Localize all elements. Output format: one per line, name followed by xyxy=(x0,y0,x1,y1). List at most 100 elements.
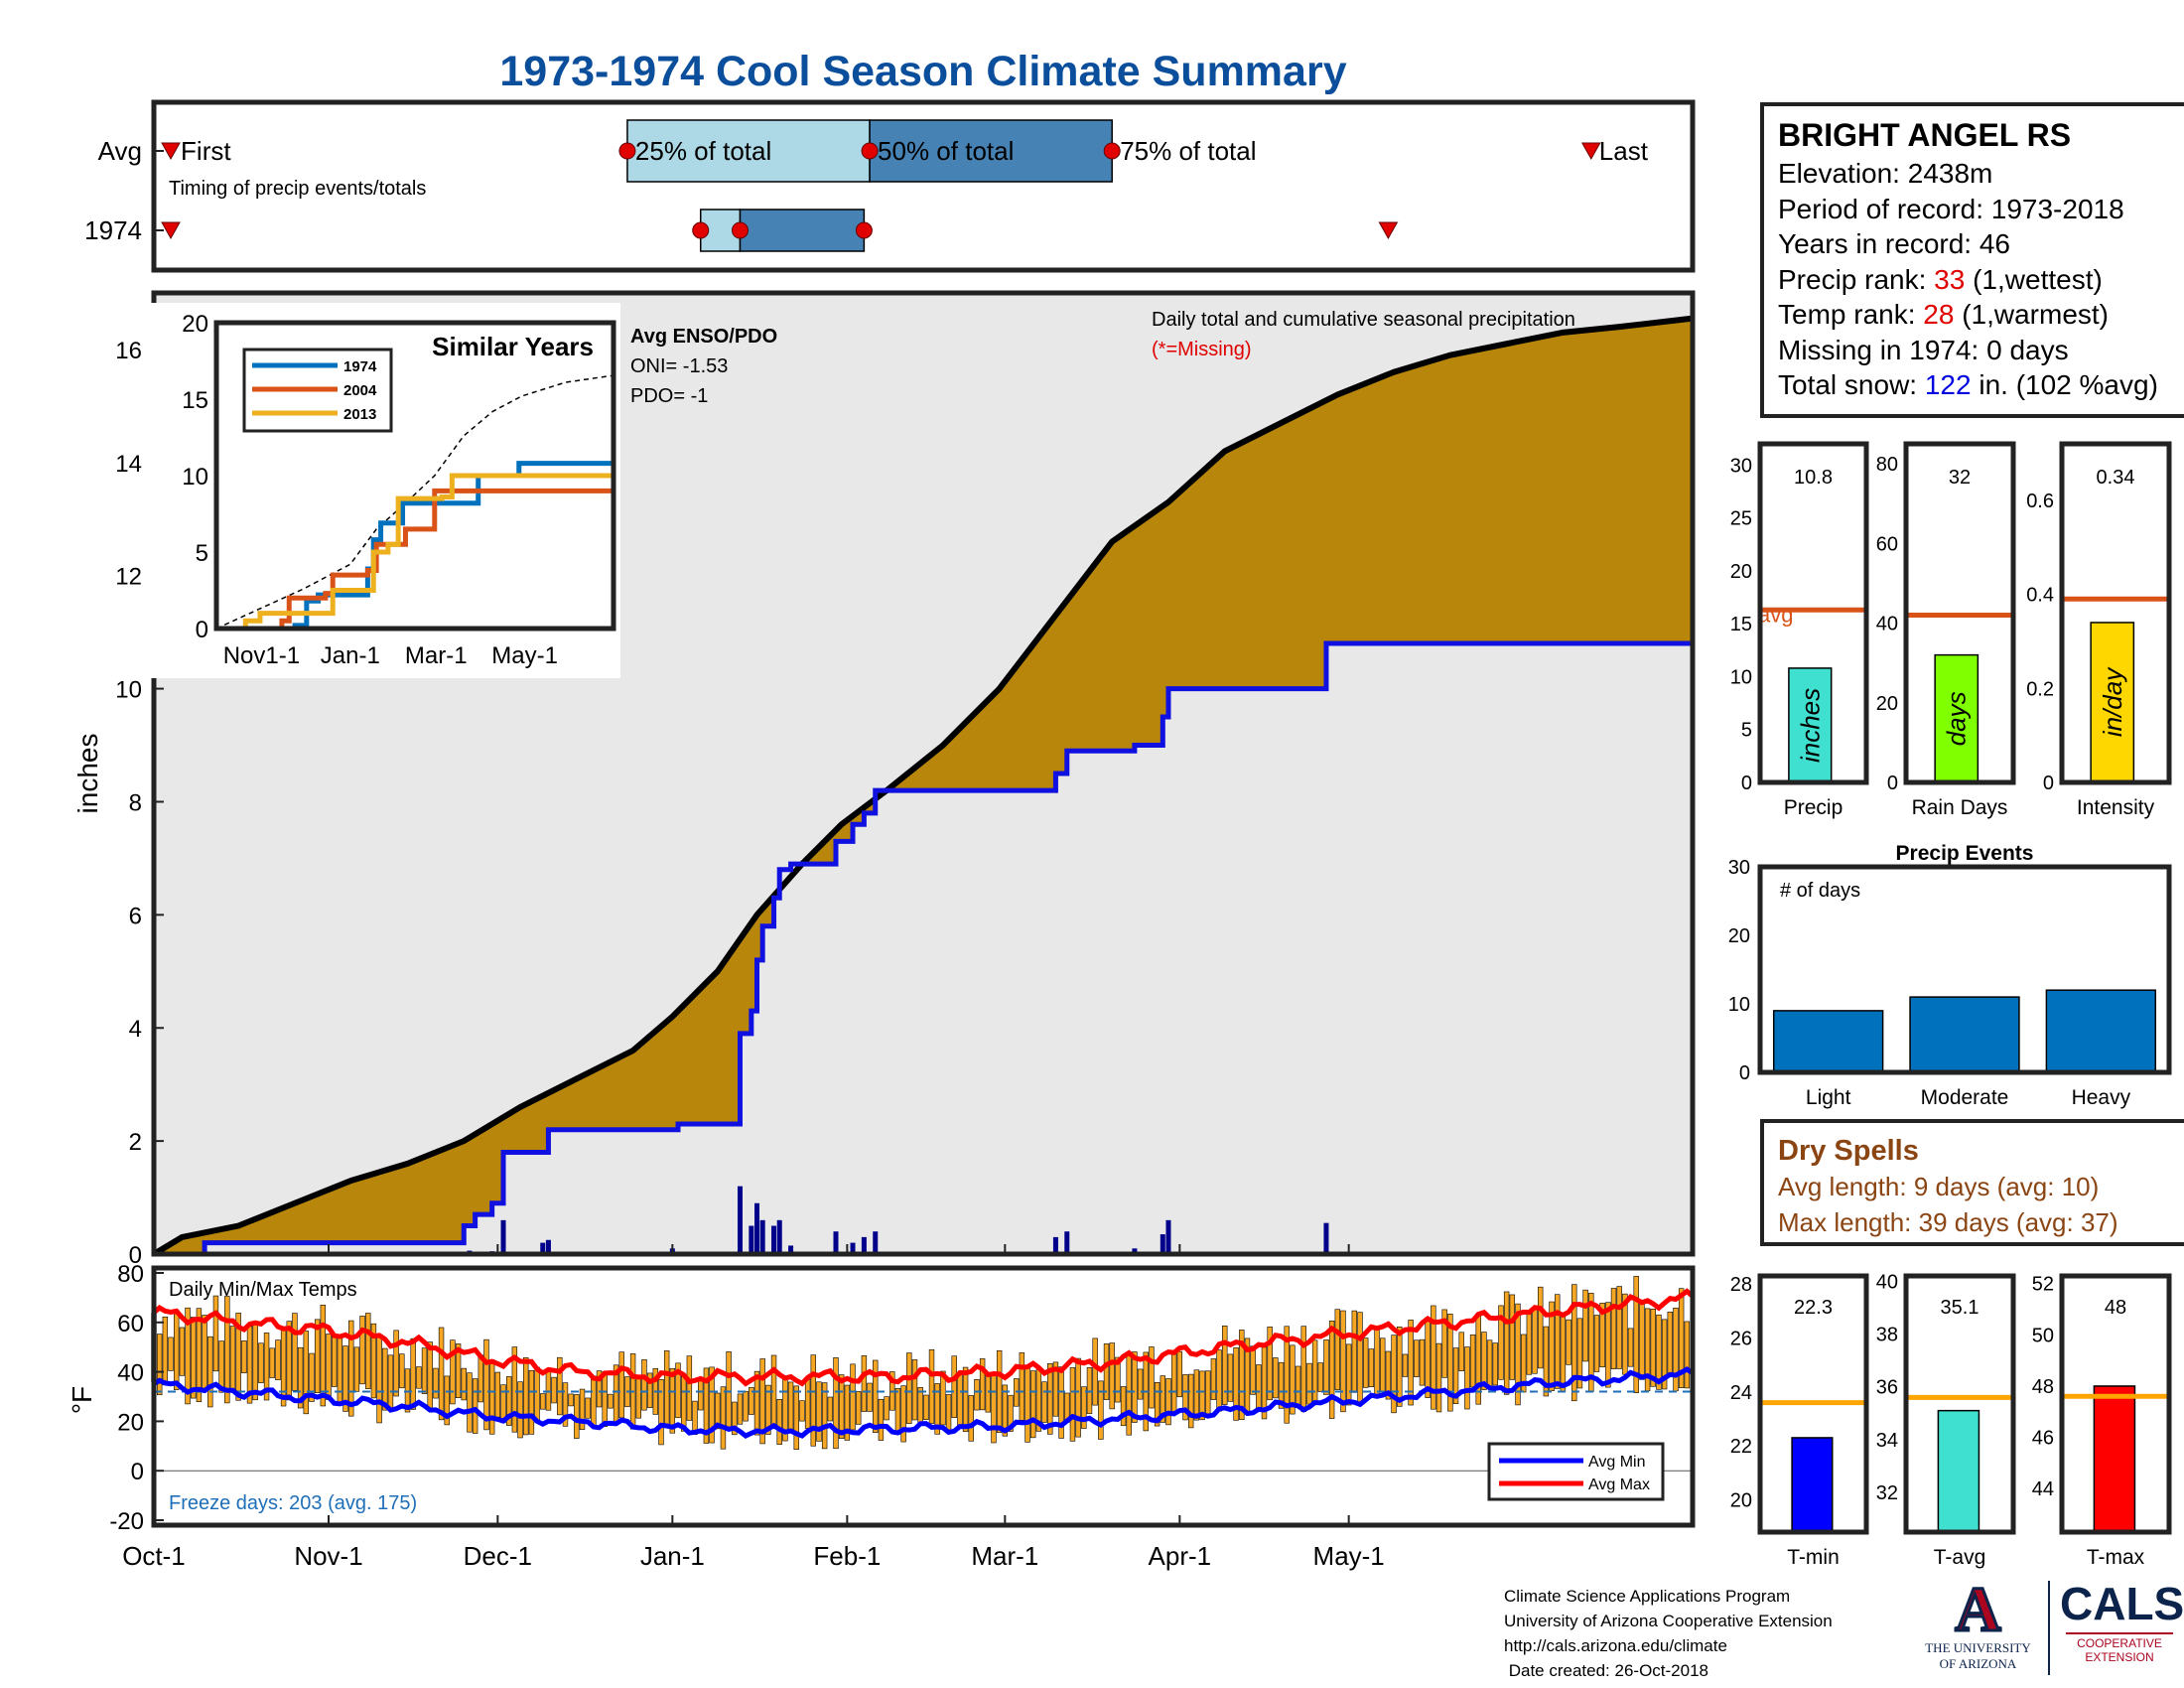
cals-wordmark: CALS xyxy=(2060,1578,2184,1629)
daily-temp-bar xyxy=(906,1352,912,1424)
inset-y-tick: 0 xyxy=(196,617,208,643)
daily-temp-bar xyxy=(1069,1367,1076,1442)
daily-temp-bar xyxy=(1486,1339,1493,1389)
daily-temp-bar xyxy=(1132,1351,1138,1423)
daily-temp-bar xyxy=(591,1375,597,1428)
daily-temp-bar xyxy=(1284,1326,1290,1424)
seasonal-y-tick: 0 xyxy=(1741,773,1752,794)
footer: Climate Science Applications Program Uni… xyxy=(1504,1584,1833,1683)
avg-max-line xyxy=(152,1288,1695,1387)
avg-q1-box xyxy=(626,119,871,183)
seasonal-category: Precip xyxy=(1784,796,1843,819)
daily-temp-bar xyxy=(174,1310,180,1390)
daily-temp-bar xyxy=(207,1336,213,1408)
daily-temp-bar xyxy=(1380,1337,1386,1393)
temp-rank: Temp rank: 28 (1,warmest) xyxy=(1778,299,2110,330)
daily-temp-bar xyxy=(1137,1368,1144,1400)
daily-temp-bar xyxy=(873,1359,879,1433)
daily-precip-bar xyxy=(540,1242,546,1254)
daily-temp-bar xyxy=(444,1375,450,1426)
daily-temp-bar xyxy=(438,1327,445,1421)
daily-temp-bar xyxy=(1323,1339,1329,1395)
enso-pdo: PDO= -1 xyxy=(630,385,708,407)
x-tick-label: Apr-1 xyxy=(1149,1541,1212,1571)
daily-precip-bar xyxy=(1165,1219,1171,1254)
daily-precip-bar xyxy=(759,1219,765,1254)
daily-temp-bar xyxy=(1239,1330,1245,1420)
cals-sub2: EXTENSION xyxy=(2085,1650,2154,1664)
cals-divider xyxy=(2066,1632,2173,1634)
seasonal-category: Intensity xyxy=(2077,796,2155,819)
events-ylabel: # of days xyxy=(1780,880,1860,902)
footer-program: Climate Science Applications Program xyxy=(1504,1587,1791,1606)
inset-frame xyxy=(213,320,616,632)
daily-temp-bar xyxy=(433,1367,439,1399)
daily-temp-bar xyxy=(1538,1286,1544,1369)
daily-precip-bar xyxy=(873,1231,879,1254)
daily-temp-bar xyxy=(867,1382,873,1412)
daily-temp-bar xyxy=(483,1338,489,1431)
event-category: Heavy xyxy=(2072,1086,2131,1109)
daily-precip-bar xyxy=(788,1245,794,1254)
daily-temp-bar xyxy=(365,1313,371,1389)
daily-precip-bar xyxy=(1132,1248,1138,1254)
daily-temp-bar xyxy=(1610,1288,1617,1369)
daily-temp-bar xyxy=(957,1371,963,1427)
temp-bar-panels: 20 22 24 26 28 22.3 T-min 32 34 36 38 40 35.1 T-avg 44… xyxy=(1730,1271,2172,1569)
y-tick-label: 8 xyxy=(129,789,142,816)
daily-temp-bar xyxy=(523,1357,529,1436)
y-tick-label: 12 xyxy=(115,564,142,591)
enso-title: Avg ENSO/PDO xyxy=(630,326,777,348)
last-label: Last xyxy=(1599,136,1649,166)
daily-temp-bar xyxy=(1549,1301,1555,1391)
daily-temp-bar xyxy=(534,1366,540,1423)
daily-temp-bar xyxy=(641,1359,647,1411)
events-y-tick: 30 xyxy=(1728,857,1750,879)
daily-temp-bar xyxy=(844,1384,851,1441)
seasonal-value-label: 32 xyxy=(1949,467,1971,489)
temp-y-tick-label: 20 xyxy=(117,1409,144,1436)
temp-panel-y-tick: 28 xyxy=(1730,1274,1752,1296)
seasonal-bar-unit: in/day xyxy=(2098,666,2127,737)
daily-temp-bar xyxy=(185,1307,191,1405)
page-title: 1973-1974 Cool Season Climate Summary xyxy=(499,48,1347,95)
daily-temp-bar xyxy=(602,1371,608,1428)
avg-p25-marker xyxy=(618,142,636,160)
daily-temp-bar xyxy=(1317,1362,1323,1392)
daily-temp-bar xyxy=(314,1319,321,1393)
footer-university: University of Arizona Cooperative Extens… xyxy=(1504,1612,1833,1630)
daily-temp-bar xyxy=(804,1378,811,1429)
dry-spells-avg: Avg length: 9 days (avg: 10) xyxy=(1778,1172,2100,1201)
seasonal-y-tick: 0 xyxy=(2043,773,2054,794)
temp-y-tick-label: 80 xyxy=(117,1261,144,1288)
cumulative-precip-chart: 0 2 4 6 8 10 12 14 16 inches Daily total and cumul… xyxy=(72,290,1696,1269)
daily-temp-bar xyxy=(331,1334,338,1387)
seasonal-category: Rain Days xyxy=(1912,796,2008,819)
daily-precip-bar xyxy=(1064,1231,1070,1254)
daily-temp-bar xyxy=(309,1352,315,1402)
daily-temp-bar xyxy=(1295,1365,1301,1408)
temp-y-tick-label: 0 xyxy=(131,1459,144,1485)
seasonal-bar-panels: inches avg 0 5 10 15 20 25 30 10.8 Precip days 0 20 40… xyxy=(1730,441,2172,819)
year-p50-marker xyxy=(731,221,749,239)
inset-x-tick: May-1 xyxy=(491,642,558,669)
daily-temp-bar xyxy=(258,1342,264,1383)
daily-temp-bar xyxy=(320,1305,327,1407)
timing-row-label: Avg xyxy=(98,136,142,166)
daily-temp-bar xyxy=(162,1316,169,1386)
daily-temp-bar xyxy=(1678,1288,1685,1388)
daily-temp-bar xyxy=(1408,1320,1414,1406)
daily-temp-bar xyxy=(1290,1344,1296,1415)
legend-max-label: Avg Max xyxy=(1588,1477,1650,1493)
event-bar-light xyxy=(1772,1010,1884,1073)
daily-temp-bar xyxy=(928,1348,935,1424)
daily-temp-bar xyxy=(698,1378,704,1411)
seasonal-y-tick: 10 xyxy=(1730,666,1752,688)
daily-temp-bar xyxy=(1300,1326,1306,1412)
temp-panel-y-tick: 24 xyxy=(1730,1382,1752,1404)
plot-frame xyxy=(151,290,1696,1257)
dry-spells-title: Dry Spells xyxy=(1778,1135,1919,1167)
station-info-box: BRIGHT ANGEL RS Elevation: 2438m Period … xyxy=(1760,102,2184,418)
daily-temp-bar xyxy=(1515,1303,1521,1406)
